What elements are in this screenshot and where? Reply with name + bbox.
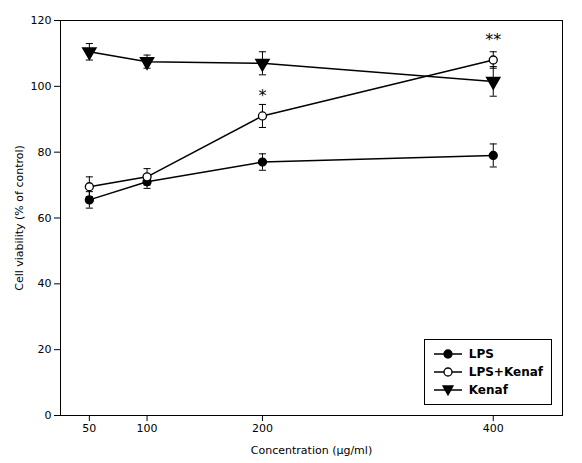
svg-text:120: 120 xyxy=(31,14,52,27)
svg-text:400: 400 xyxy=(483,422,504,435)
svg-text:**: ** xyxy=(485,30,501,49)
svg-text:Concentration (μg/ml): Concentration (μg/ml) xyxy=(251,444,372,457)
svg-text:80: 80 xyxy=(38,146,52,159)
svg-text:100: 100 xyxy=(31,80,52,93)
svg-text:60: 60 xyxy=(38,212,52,225)
svg-text:20: 20 xyxy=(38,343,52,356)
html-text:Kenaf: Kenaf xyxy=(468,383,508,397)
svg-text:*: * xyxy=(258,86,266,105)
svg-text:Cell viability (% of control): Cell viability (% of control) xyxy=(13,145,26,291)
svg-text:50: 50 xyxy=(82,422,96,435)
svg-text:200: 200 xyxy=(252,422,273,435)
html-text:LPS: LPS xyxy=(468,347,494,361)
svg-text:0: 0 xyxy=(45,409,52,422)
svg-text:100: 100 xyxy=(137,422,158,435)
svg-text:40: 40 xyxy=(38,277,52,290)
html-text:LPS+Kenaf: LPS+Kenaf xyxy=(468,365,543,379)
